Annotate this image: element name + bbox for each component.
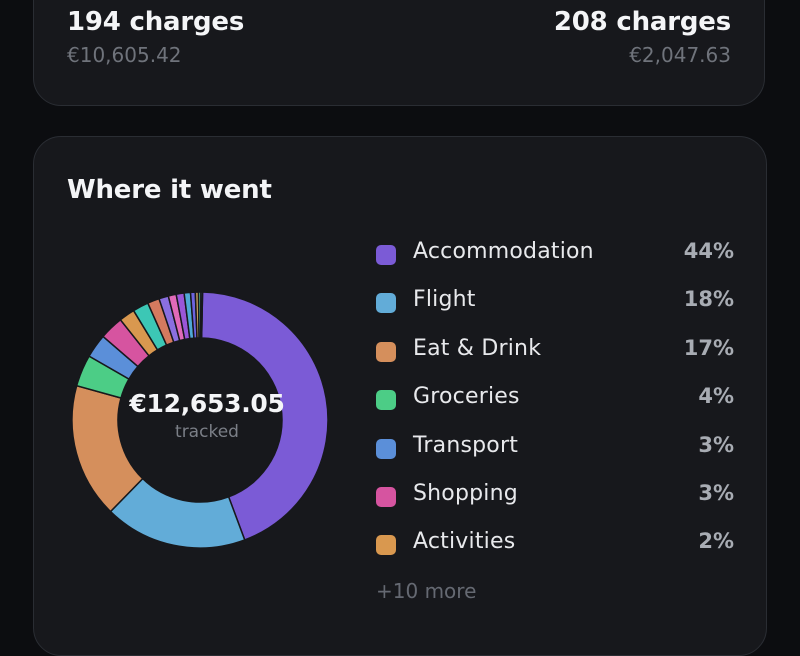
left-charges-count: 194 charges [67,7,245,37]
right-charges-count: 208 charges [553,7,731,37]
legend-item-eat-drink[interactable]: Eat & Drink 17% [376,332,734,380]
more-categories-link[interactable]: +10 more [376,579,477,603]
legend-percent: 2% [698,529,734,554]
right-charges-amount: €2,047.63 [629,43,731,67]
legend-percent: 18% [683,287,734,312]
legend-item-accommodation[interactable]: Accommodation 44% [376,235,734,283]
legend-item-transport[interactable]: Transport 3% [376,429,734,477]
legend-item-groceries[interactable]: Groceries 4% [376,380,734,428]
legend-label: Shopping [413,480,518,506]
summary-left: 194 charges €10,605.42 [67,7,244,67]
swatch-shopping [376,486,396,507]
legend-label: Flight [413,287,476,313]
summary-right: 208 charges €2,047.63 [554,7,731,67]
category-legend: Accommodation 44% Flight 18% Eat & Drink… [376,235,734,574]
donut-chart-svg [72,291,329,549]
legend-percent: 17% [683,335,734,360]
donut-center: €12,653.05 tracked [72,389,342,442]
donut-caption: tracked [175,422,239,442]
swatch-activities [376,535,396,556]
legend-item-shopping[interactable]: Shopping 3% [376,477,734,525]
swatch-flight [376,293,396,314]
legend-label: Activities [413,529,516,555]
legend-percent: 44% [683,239,734,263]
spending-breakdown-card: Where it went €12,653.05 tracked Accommo… [33,136,767,656]
legend-label: Groceries [413,384,520,410]
swatch-groceries [376,390,396,411]
donut-chart: €12,653.05 tracked [72,285,332,561]
donut-total: €12,653.05 [129,389,285,418]
legend-label: Eat & Drink [413,335,542,361]
donut-slice-other-10[interactable] [199,291,204,339]
swatch-accommodation [376,245,396,265]
summary-card: 194 charges €10,605.42 208 charges €2,04… [33,0,765,106]
swatch-transport [376,438,396,459]
section-title: Where it went [67,175,272,205]
swatch-eat-drink [376,341,396,362]
donut-slice-accommodation[interactable] [200,291,329,541]
legend-item-activities[interactable]: Activities 2% [376,525,734,573]
legend-item-flight[interactable]: Flight 18% [376,283,734,331]
legend-percent: 4% [698,384,734,409]
left-charges-amount: €10,605.42 [67,43,182,67]
legend-label: Transport [413,432,519,458]
legend-percent: 3% [698,480,734,505]
legend-label: Accommodation [413,239,594,264]
legend-percent: 3% [698,432,734,457]
